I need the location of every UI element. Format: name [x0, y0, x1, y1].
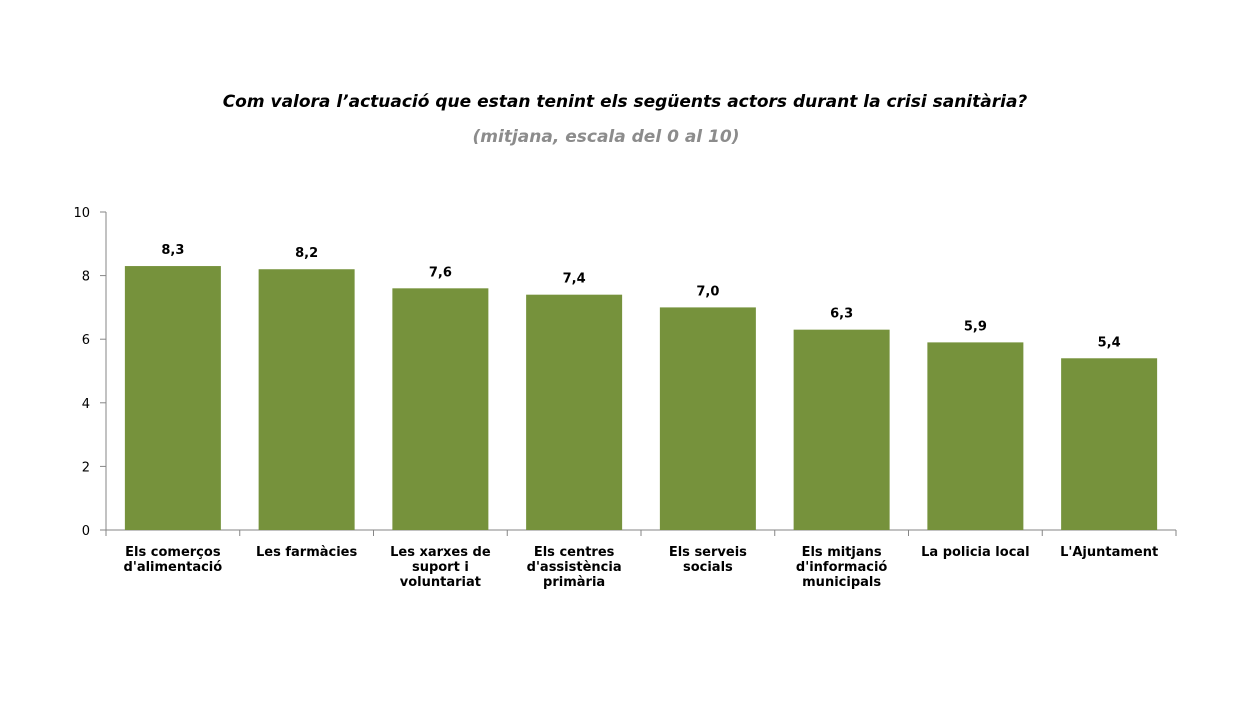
data-label: 7,0	[696, 284, 719, 299]
bar	[1061, 358, 1158, 530]
data-label: 6,3	[830, 307, 853, 322]
y-tick-label: 10	[73, 206, 90, 221]
bar	[927, 342, 1024, 530]
category-label: Els mitjans d'informació municipals	[796, 545, 887, 590]
data-label: 5,9	[964, 319, 987, 334]
data-label: 7,6	[429, 265, 452, 280]
data-label: 7,4	[563, 272, 586, 287]
bar	[258, 269, 355, 530]
y-tick-label: 6	[82, 333, 90, 348]
y-tick-label: 8	[82, 270, 90, 285]
category-label: La policia local	[921, 545, 1030, 560]
category-label: Els centres d'assistència primària	[527, 545, 622, 590]
category-label: Les farmàcies	[256, 545, 358, 560]
chart-title: Com valora l’actuació que estan tenint e…	[222, 92, 1028, 112]
category-label: Les xarxes de suport i voluntariat	[390, 545, 491, 590]
bar	[392, 288, 489, 530]
data-label: 8,3	[161, 243, 184, 258]
bar	[659, 307, 756, 530]
bar	[526, 294, 623, 530]
y-tick-label: 2	[82, 460, 90, 475]
category-label: Els serveis socials	[669, 545, 747, 575]
category-label: Els comerços d'alimentació	[124, 545, 223, 575]
bar	[793, 329, 890, 530]
data-label: 5,4	[1098, 335, 1121, 350]
data-label: 8,2	[295, 246, 318, 261]
y-tick-label: 4	[82, 397, 90, 412]
y-tick-label: 0	[82, 524, 90, 539]
bar	[124, 266, 221, 530]
chart-subtitle: (mitjana, escala del 0 al 10)	[472, 127, 740, 147]
category-label: L'Ajuntament	[1060, 545, 1158, 560]
